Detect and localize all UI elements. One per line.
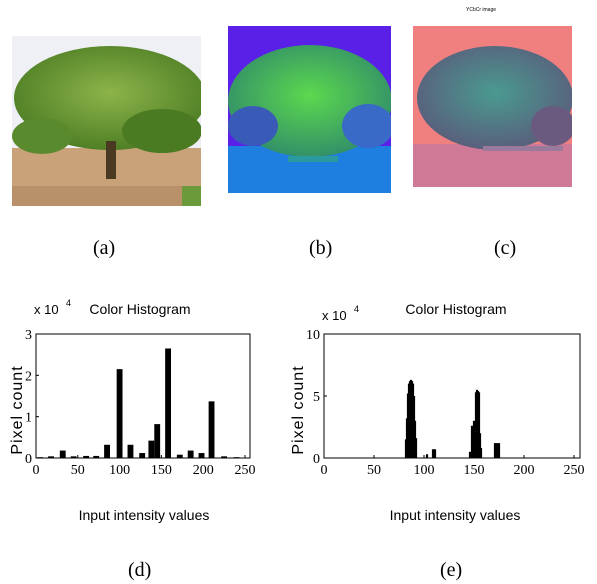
x-tick-label: 200: [193, 463, 214, 478]
histogram-bar: [479, 448, 483, 458]
histogram-bar: [83, 455, 90, 458]
y-tick-label: 0: [25, 452, 32, 467]
histogram-e-multiplier: x 10: [322, 308, 347, 323]
histogram-bar: [470, 425, 474, 458]
histogram-bar: [127, 444, 134, 458]
histogram-bar: [495, 443, 499, 458]
x-tick-label: 150: [151, 463, 172, 478]
x-tick-label: 50: [71, 463, 85, 478]
caption-a: (a): [93, 237, 116, 259]
histogram-e-plot: 0 50 100 150 200 250 0 5 10: [306, 328, 585, 478]
y-tick-label: 2: [25, 369, 32, 384]
y-tick-label: 3: [25, 328, 32, 343]
caption-e: (e): [440, 559, 463, 581]
caption-c: (c): [494, 237, 517, 259]
x-tick-label: 250: [234, 463, 255, 478]
histogram-bar: [104, 444, 110, 458]
histogram-e-chart: Color Histogram x 10 4 Pixel count Input…: [290, 301, 585, 523]
histogram-bar: [116, 369, 123, 458]
histogram-bar: [468, 451, 472, 458]
histogram-d-ylabel: Pixel count: [9, 365, 26, 454]
histogram-d-exponent: 4: [66, 298, 71, 308]
x-tick-label: 0: [321, 463, 328, 478]
histogram-bar: [493, 443, 497, 458]
y-tick-label: 5: [313, 390, 320, 405]
caption-b: (b): [309, 237, 333, 259]
histogram-d-xlabel: Input intensity values: [79, 507, 210, 523]
caption-d: (d): [128, 559, 152, 581]
plot-frame: [323, 333, 581, 459]
histogram-bar: [93, 455, 100, 458]
x-tick-label: 50: [367, 463, 381, 478]
x-tick-label: 250: [564, 463, 585, 478]
histogram-bar: [187, 450, 194, 458]
x-tick-label: 100: [109, 463, 130, 478]
image-c-title: YCbCr image: [466, 7, 497, 13]
histogram-bar: [497, 443, 501, 458]
y-tick-label: 0: [313, 452, 320, 467]
histogram-bar: [433, 449, 437, 458]
histogram-bar: [59, 450, 66, 458]
histogram-d-title: Color Histogram: [89, 301, 190, 317]
histogram-bar: [472, 420, 476, 458]
histogram-bar: [48, 456, 54, 458]
histogram-bar: [478, 433, 482, 458]
histogram-bar: [139, 453, 146, 458]
histogram-bar: [425, 454, 429, 458]
x-tick-label: 150: [464, 463, 485, 478]
histogram-bar: [477, 392, 481, 458]
x-tick-label: 200: [514, 463, 535, 478]
y-tick-label: 10: [306, 328, 320, 343]
histogram-e-exponent: 4: [354, 304, 359, 314]
x-tick-label: 0: [33, 463, 40, 478]
histogram-e-ylabel: Pixel count: [290, 365, 307, 454]
histogram-bar: [233, 457, 240, 458]
histogram-bar: [198, 453, 205, 458]
image-c-ycbcr: [413, 26, 572, 187]
histogram-d-plot: 0 50 100 150 200 250 0 1 2 3: [25, 328, 255, 478]
x-tick-label: 100: [414, 463, 435, 478]
y-tick-label: 1: [25, 411, 32, 426]
histogram-bar: [148, 440, 155, 458]
histogram-bar: [414, 438, 418, 458]
histogram-e-xlabel: Input intensity values: [390, 507, 521, 523]
histogram-bar: [221, 456, 228, 458]
image-a-original-tree: [12, 36, 201, 206]
histogram-e-title: Color Histogram: [405, 301, 506, 317]
histogram-bar: [70, 456, 77, 458]
image-b-color-transformed: [228, 26, 391, 193]
histogram-bar: [37, 457, 44, 458]
histogram-bar: [208, 401, 215, 458]
histogram-d-multiplier: x 10: [34, 302, 59, 317]
histogram-bar: [176, 454, 183, 458]
histogram-d-chart: Color Histogram x 10 4 Pixel count Input…: [9, 298, 255, 523]
histogram-bar: [154, 424, 161, 458]
plot-frame: [35, 333, 251, 459]
histogram-bar: [165, 348, 172, 458]
